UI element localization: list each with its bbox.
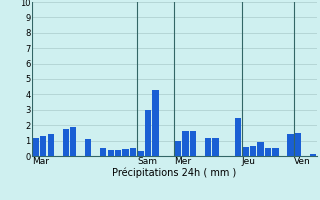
Bar: [257, 142, 264, 156]
Bar: [130, 148, 136, 156]
Bar: [48, 134, 54, 156]
X-axis label: Précipitations 24h ( mm ): Précipitations 24h ( mm ): [112, 168, 236, 178]
Bar: [62, 129, 69, 156]
Bar: [272, 148, 279, 156]
Bar: [145, 110, 151, 156]
Bar: [123, 149, 129, 156]
Bar: [212, 138, 219, 156]
Bar: [85, 139, 92, 156]
Bar: [250, 146, 256, 156]
Bar: [33, 138, 39, 156]
Bar: [175, 141, 181, 156]
Bar: [70, 127, 76, 156]
Bar: [138, 151, 144, 156]
Bar: [243, 147, 249, 156]
Bar: [295, 133, 301, 156]
Bar: [152, 90, 159, 156]
Bar: [115, 150, 121, 156]
Bar: [108, 150, 114, 156]
Bar: [40, 136, 46, 156]
Bar: [235, 117, 241, 156]
Bar: [287, 134, 294, 156]
Bar: [100, 148, 106, 156]
Bar: [310, 154, 316, 156]
Bar: [205, 138, 211, 156]
Bar: [182, 131, 189, 156]
Bar: [265, 148, 271, 156]
Bar: [190, 131, 196, 156]
